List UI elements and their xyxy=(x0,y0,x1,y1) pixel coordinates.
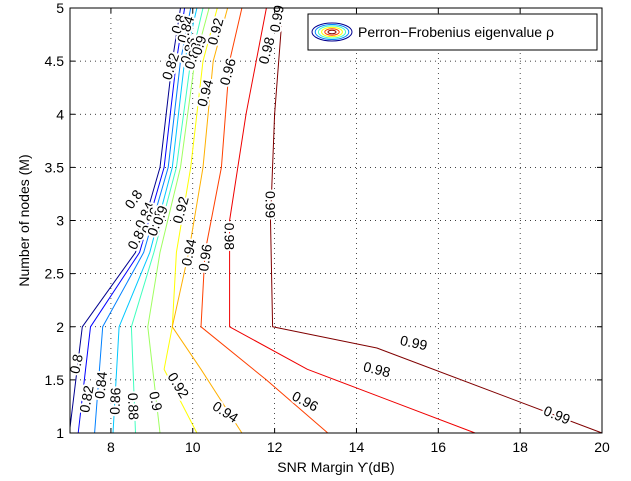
contour-line-0_99 xyxy=(270,7,603,434)
contour-label-halo: 0.9 xyxy=(146,390,166,413)
contour-labels: 0.80.80.820.820.840.840.860.86 0.880.88 0.… xyxy=(64,2,575,430)
x-axis-ticks: 8 10 12 14 16 18 20 xyxy=(107,8,610,455)
y-tick-label: 2 xyxy=(56,319,64,335)
contour-label-text: 0.94 xyxy=(194,78,217,109)
contour-label: 0.990.99 xyxy=(261,189,281,220)
contour-legend-icon xyxy=(311,22,353,42)
contour-label-text: 0.99 xyxy=(263,191,279,218)
x-tick-label: 8 xyxy=(107,439,115,455)
contour-label-text: 0.8 xyxy=(66,353,86,376)
contour-line-0_98 xyxy=(229,7,476,434)
contour-label-halo: 0.84 xyxy=(91,371,110,400)
y-tick-label: 4 xyxy=(56,106,64,122)
y-tick-label: 3.5 xyxy=(45,159,65,175)
contour-label-text: 0.82 xyxy=(76,384,97,414)
legend-entry: Perron−Frobenius eigenvalue ρ xyxy=(358,24,554,40)
contour-label: 0.90.9 xyxy=(144,388,168,415)
contour-label: 0.980.98 xyxy=(220,221,240,252)
x-tick-label: 10 xyxy=(185,439,201,455)
contour-label-text: 0.9 xyxy=(146,390,166,413)
x-tick-label: 14 xyxy=(349,439,365,455)
contour-line-0_92 xyxy=(163,7,218,434)
contour-label-text: 0.9 xyxy=(149,203,171,227)
legend-contour-ring xyxy=(327,29,337,35)
y-axis-label: Number of nodes (M) xyxy=(16,154,32,286)
contour-lines xyxy=(69,7,603,434)
x-tick-label: 16 xyxy=(431,439,447,455)
contour-label-text: 0.98 xyxy=(255,35,278,66)
contour-label-text: 0.92 xyxy=(169,194,192,225)
y-tick-label: 3 xyxy=(56,213,64,229)
legend: Perron−Frobenius eigenvalue ρ xyxy=(307,13,598,51)
contour-label-text: 0.99 xyxy=(266,4,287,34)
contour-label-text: 0.92 xyxy=(204,16,227,47)
contour-label: 0.880.88 xyxy=(123,391,144,423)
y-axis-ticks: 1 1.5 2 2.5 3 3.5 4 4.5 5 xyxy=(45,0,602,441)
contour-label-text: 0.9 xyxy=(188,33,209,57)
contour-label-text: 0.98 xyxy=(362,358,393,380)
contour-label: 0.960.96 xyxy=(193,241,217,274)
contour-label-text: 0.84 xyxy=(91,371,110,400)
contour-label: 0.840.84 xyxy=(89,369,112,402)
x-tick-label: 18 xyxy=(512,439,528,455)
contour-label: 0.860.86 xyxy=(105,385,126,417)
legend-box xyxy=(307,13,598,51)
x-tick-label: 20 xyxy=(594,439,610,455)
contour-label: 0.980.98 xyxy=(253,33,280,68)
y-tick-label: 5 xyxy=(56,0,64,16)
legend-contour-ring xyxy=(324,28,340,36)
contour-label: 0.820.82 xyxy=(74,382,99,416)
legend-contour-ring xyxy=(311,22,353,42)
contour-label-halo: 0.98 xyxy=(222,223,238,250)
contour-label-text: 0.88 xyxy=(125,393,142,421)
contour-label-halo: 0.96 xyxy=(195,243,215,272)
contour-label-halo: 0.86 xyxy=(107,387,124,415)
contour-label-text: 0.96 xyxy=(216,56,239,87)
contour-line-0_96 xyxy=(200,7,329,434)
y-tick-label: 1.5 xyxy=(45,372,65,388)
contour-line-0_9 xyxy=(147,7,210,434)
contour-line-0_8 xyxy=(69,7,181,428)
contour-label-text: 0.98 xyxy=(222,223,238,250)
contour-label-text: 0.96 xyxy=(195,243,215,272)
contour-label-text: 0.99 xyxy=(399,332,429,353)
contour-line-0_88 xyxy=(130,7,204,434)
contour-label: 0.990.99 xyxy=(264,2,289,36)
contour-line-0_86 xyxy=(112,7,198,434)
contour-label-text: 0.86 xyxy=(107,387,124,415)
x-tick-label: 12 xyxy=(267,439,283,455)
contour-label-halo: 0.88 xyxy=(125,393,142,421)
contour-label-halo: 0.99 xyxy=(266,4,287,34)
contour-label: 0.940.94 xyxy=(176,235,201,269)
contour-line-0_84 xyxy=(94,7,192,434)
contour-line-0_82 xyxy=(77,7,186,434)
contour-label-text: 0.94 xyxy=(178,237,199,267)
contour-line-0_94 xyxy=(171,7,243,434)
legend-contour-ring xyxy=(321,26,343,38)
contour-label-text: 0.8 xyxy=(168,12,189,36)
legend-contour-ring xyxy=(317,25,347,39)
y-tick-label: 4.5 xyxy=(45,53,65,69)
x-axis-label: SNR Margin ϒ(dB) xyxy=(277,459,394,475)
y-tick-label: 2.5 xyxy=(45,266,65,282)
legend-contour-ring xyxy=(314,23,350,41)
y-tick-label: 1 xyxy=(56,425,64,441)
contour-label-halo: 0.99 xyxy=(263,191,279,218)
